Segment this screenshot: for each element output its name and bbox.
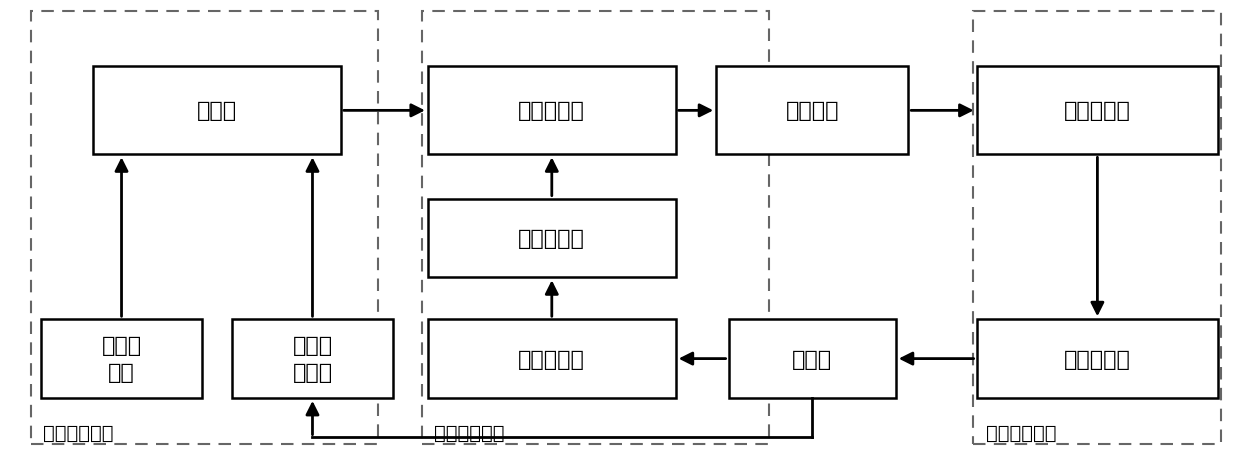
Text: 激光器: 激光器 <box>197 101 237 121</box>
Bar <box>717 67 908 155</box>
Bar <box>977 319 1218 398</box>
Bar <box>422 12 769 444</box>
Text: 上位机: 上位机 <box>792 349 832 369</box>
Bar <box>977 67 1218 155</box>
Bar <box>41 319 202 398</box>
Bar <box>232 319 393 398</box>
Bar <box>973 12 1221 444</box>
Text: 光电探测器: 光电探测器 <box>1064 101 1131 121</box>
Text: 信号检测模块: 信号检测模块 <box>986 423 1056 442</box>
Text: 激光器
温控: 激光器 温控 <box>102 336 141 382</box>
Bar <box>93 67 341 155</box>
Text: 数据采集卡: 数据采集卡 <box>1064 349 1131 369</box>
Bar <box>729 319 895 398</box>
Text: 偏振调制模块: 偏振调制模块 <box>434 423 505 442</box>
Text: 激光生成模块: 激光生成模块 <box>43 423 114 442</box>
Text: 原子气室: 原子气室 <box>785 101 839 121</box>
Bar <box>428 199 676 278</box>
Text: 电光调制器: 电光调制器 <box>518 101 585 121</box>
Text: 激光器
电流源: 激光器 电流源 <box>293 336 332 382</box>
Text: 信号发生器: 信号发生器 <box>518 349 585 369</box>
Text: 高压放大器: 高压放大器 <box>518 228 585 249</box>
Bar <box>428 67 676 155</box>
Bar <box>31 12 378 444</box>
Bar <box>428 319 676 398</box>
